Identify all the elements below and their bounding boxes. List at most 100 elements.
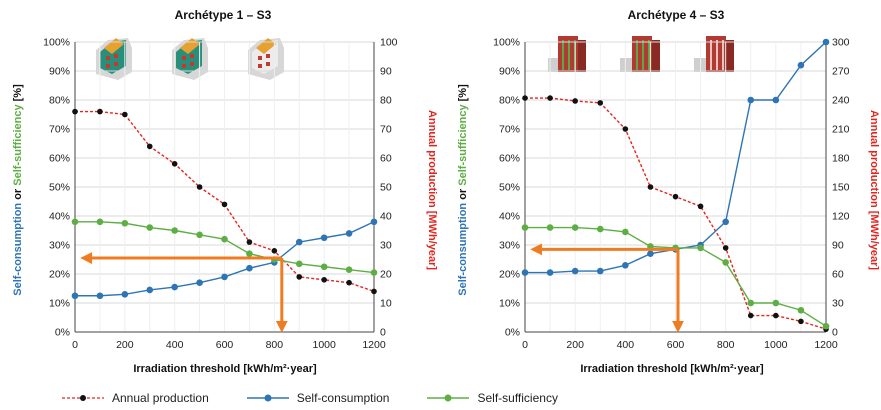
data-point [797,306,805,314]
data-point [747,299,755,307]
data-point [146,224,154,231]
building-thumbnails [548,36,734,72]
y-tick-right: 150 [832,182,850,194]
legend-swatch-annual [62,395,104,401]
y-tick-left: 40% [499,211,520,223]
y-tick-right: 50 [380,182,392,194]
building-illustration [620,36,660,72]
y-tick-left: 50% [499,182,520,194]
data-point [572,98,578,104]
legend-swatch-selfcons [246,394,289,402]
data-point [346,279,352,286]
data-point [72,108,78,115]
y-tick-right: 300 [832,37,850,49]
x-tick: 1000 [312,339,336,351]
y-axis-label-left: Self-consumption or Self-sufficiency [%] [12,84,24,296]
y-tick-left: 70% [49,124,70,136]
data-point [747,312,754,319]
x-tick: 800 [266,339,284,351]
y-tick-left: 30% [49,240,70,252]
y-tick-right: 60 [832,269,844,281]
data-point [622,262,629,269]
x-tick: 200 [116,339,134,351]
building-illustration [248,38,284,80]
y-axis-label-right: Annual production [MWh/year] [426,110,438,270]
data-point [196,231,203,239]
data-point [246,264,253,272]
y-tick-left: 30% [499,240,520,252]
x-tick: 400 [617,339,635,351]
data-point [571,224,579,231]
data-point [246,239,253,245]
legend-item-self-consumption: Self-consumption [245,391,390,405]
legend-label: Annual production [112,391,209,405]
data-point [221,235,228,243]
y-tick-left: 60% [499,153,520,165]
y-tick-left: 0% [55,327,70,339]
y-tick-left: 90% [499,66,520,78]
legend-label: Self-consumption [296,391,390,405]
y-tick-right: 10 [380,298,392,310]
y-tick-right: 180 [832,153,850,165]
y-tick-left: 70% [499,124,520,136]
x-tick: 800 [717,339,735,351]
ylabel-part: Self-consumption [12,203,24,296]
data-point [121,219,129,227]
y-tick-right: 20 [380,269,392,281]
x-axis-label: Irradiation threshold [kWh/m²·year] [580,363,764,375]
x-tick: 0 [522,339,528,351]
data-point [196,184,203,190]
data-point [722,259,729,266]
chart-title: Archétype 4 – S3 [628,8,725,22]
data-point [71,292,79,300]
data-point [345,230,353,237]
data-point [221,201,228,208]
data-point [571,267,579,275]
data-point [221,273,228,281]
data-point [546,269,554,276]
legend-item-self-sufficiency: Self-sufficiency [425,391,558,405]
building-illustration [548,36,586,72]
data-point [647,250,654,257]
data-point [246,250,253,257]
x-tick: 1200 [814,339,838,351]
data-point [797,61,805,69]
data-point [171,161,178,167]
data-point [97,108,103,115]
data-point [596,225,604,233]
data-point [370,269,378,276]
data-point [370,218,378,226]
ylabel-part: [%] [12,84,24,105]
y-tick-right: 240 [832,95,850,107]
data-point [271,248,278,254]
x-tick: 200 [566,339,584,351]
ylabel-part: Self-sufficiency [12,104,24,186]
data-point [320,234,328,242]
y-tick-left: 50% [49,182,70,194]
y-tick-left: 60% [49,153,70,165]
x-tick: 600 [667,339,685,351]
y-tick-right: 210 [832,124,850,136]
y-tick-left: 90% [49,66,70,78]
ylabel-part: Self-sufficiency [457,104,469,186]
data-point [295,260,303,268]
data-point [747,96,755,104]
y-tick-left: 10% [49,298,70,310]
data-point [171,227,178,234]
x-tick: 0 [72,339,78,351]
y-tick-left: 100% [493,37,520,49]
chart-title: Archétype 1 – S3 [175,8,272,22]
y-tick-right: 80 [380,95,392,107]
data-point [71,218,79,226]
legend-item-annual-production: Annual production [60,391,209,405]
chart-archetype-4: Archétype 4 – S3 0% 10% 20% 30% 40% [457,8,880,375]
building-thumbnails [96,38,284,80]
data-point [622,228,629,236]
data-point [672,193,679,200]
data-point [822,38,830,46]
y-tick-right: 60 [380,153,392,165]
y-tick-right: 40 [380,211,392,223]
data-point [521,269,529,276]
data-point [320,263,328,271]
data-point [597,100,604,106]
